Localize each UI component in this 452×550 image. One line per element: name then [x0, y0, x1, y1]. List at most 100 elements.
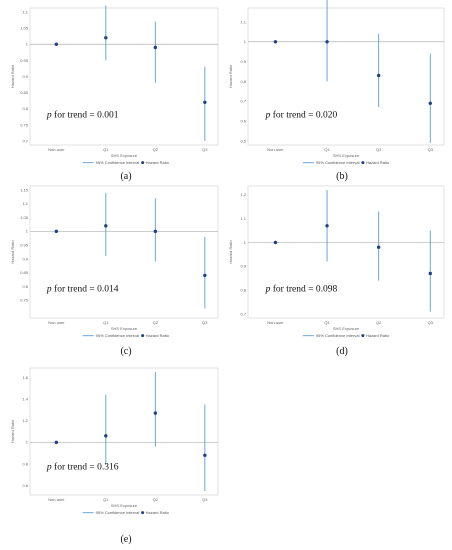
- legend-ci-label: 95% Confidence Interval: [96, 160, 140, 165]
- x-axis-title: SHS Exposure: [333, 153, 360, 158]
- y-tick-label: 0.8: [22, 284, 28, 289]
- hazard-ratio-point: [376, 73, 381, 78]
- hazard-ratio-point: [203, 453, 207, 457]
- y-tick-label: 0.9: [240, 59, 246, 64]
- x-tick-label: Non-user: [48, 320, 65, 325]
- y-tick-label: 0.7: [240, 99, 246, 104]
- hazard-ratio-point: [273, 40, 278, 44]
- y-tick-label: 1.6: [22, 375, 28, 380]
- legend-point-swatch: [141, 511, 145, 515]
- hazard-ratio-point: [273, 240, 278, 245]
- y-tick-label: 0.9: [240, 264, 246, 269]
- y-tick-label: 1: [26, 42, 29, 47]
- x-tick-label: Q1: [103, 147, 109, 152]
- legend-ci-label: 95% Confidence Interval: [316, 333, 360, 338]
- hazard-ratio-point: [104, 36, 108, 40]
- y-tick-label: 1.15: [20, 187, 29, 192]
- chart-panel-e: 0.6 0.8 1 1.2 1.4 1.6 Hazard Ratio Non-user Q1 Q2…: [10, 367, 219, 515]
- hazard-ratio-point: [54, 440, 59, 445]
- plot-frame: [29, 367, 219, 496]
- p-trend-annotation: p for trend = 0.316: [46, 462, 119, 473]
- p-symbol: p: [46, 463, 52, 473]
- hazard-ratio-point: [104, 434, 108, 438]
- y-tick-label: 0.6: [22, 483, 28, 488]
- x-tick-label: Q2: [153, 320, 159, 325]
- hazard-ratio-point: [376, 245, 381, 249]
- x-tick-label: Q1: [324, 320, 330, 325]
- x-tick-label: Q3: [202, 147, 208, 152]
- y-tick-label: 0.85: [20, 90, 29, 95]
- p-trend-annotation: p for trend = 0.014: [46, 284, 119, 295]
- y-tick-label: 0.8: [22, 106, 28, 111]
- y-tick-label: 0.6: [240, 119, 246, 124]
- y-tick-label: 0.8: [240, 288, 246, 293]
- y-axis-title: Hazard Ratio: [228, 64, 233, 88]
- y-tick-label: 1: [26, 229, 29, 234]
- legend-point-swatch: [141, 161, 145, 165]
- y-axis-title: Hazard Ratio: [228, 240, 233, 264]
- hazard-ratio-point: [428, 271, 432, 276]
- p-trend-annotation: p for trend = 0.020: [265, 110, 338, 121]
- y-tick-label: 0.5: [240, 138, 246, 143]
- x-axis-title: SHS Exposure: [333, 326, 360, 331]
- x-tick-label: Non-user: [267, 320, 284, 325]
- hazard-ratio-point: [428, 101, 432, 105]
- y-tick-label: 0.8: [240, 79, 246, 84]
- y-axis-title: Hazard Ratio: [10, 64, 15, 88]
- x-tick-label: Q1: [103, 497, 109, 502]
- y-tick-label: 1: [244, 39, 247, 44]
- p-symbol: p: [46, 285, 52, 295]
- chart-panel-c: 0.75 0.8 0.85 0.9 0.95 1 1.05 1.1 1.15 Hazard Rat…: [10, 185, 219, 338]
- x-tick-label: Q3: [428, 147, 434, 152]
- y-tick-label: 1: [244, 240, 247, 245]
- x-axis-title: SHS Exposure: [111, 153, 138, 158]
- hazard-ratio-point: [325, 40, 329, 44]
- y-tick-label: 1.1: [240, 216, 246, 221]
- panel-caption: (c): [120, 346, 131, 357]
- hazard-ratio-point: [54, 42, 59, 46]
- x-tick-label: Non-user: [267, 147, 284, 152]
- y-tick-label: 0.9: [22, 74, 28, 79]
- p-symbol: p: [46, 111, 52, 121]
- y-tick-label: 1: [26, 440, 29, 445]
- y-tick-label: 1.1: [22, 9, 28, 14]
- x-tick-label: Non-user: [48, 147, 65, 152]
- p-symbol: p: [265, 111, 271, 121]
- x-tick-label: Q2: [376, 320, 382, 325]
- y-tick-label: 1.2: [22, 418, 28, 423]
- y-tick-label: 1.05: [20, 26, 29, 31]
- legend-point-label: Hazard Ratio: [366, 333, 390, 338]
- legend-ci-label: 95% Confidence Interval: [316, 160, 360, 165]
- y-tick-label: 0.7: [22, 138, 28, 143]
- y-tick-label: 1.1: [22, 201, 28, 206]
- x-tick-label: Q2: [153, 497, 159, 502]
- p-trend-annotation: p for trend = 0.001: [46, 110, 119, 121]
- y-tick-label: 0.9: [22, 256, 28, 261]
- y-tick-label: 1.2: [240, 192, 246, 197]
- hazard-ratio-point: [203, 100, 207, 105]
- x-tick-label: Q2: [153, 147, 159, 152]
- x-axis-title: SHS Exposure: [111, 503, 138, 508]
- x-tick-label: Q1: [103, 320, 109, 325]
- x-tick-label: Q3: [202, 320, 208, 325]
- p-trend-text: for trend = 0.001: [52, 110, 119, 121]
- x-tick-label: Q3: [202, 497, 208, 502]
- panel-caption: (a): [120, 171, 131, 182]
- plot-frame: [247, 7, 445, 146]
- p-trend-text: for trend = 0.098: [270, 284, 337, 295]
- panel-caption: (b): [336, 171, 348, 182]
- hazard-ratio-point: [153, 45, 158, 50]
- chart-panel-b: 0.5 0.6 0.7 0.8 0.9 1 1.1 Hazard Ratio Non-user Q…: [228, 0, 445, 165]
- legend-point-swatch: [141, 334, 145, 338]
- hazard-ratio-point: [54, 229, 59, 234]
- p-symbol: p: [265, 285, 271, 295]
- panel-caption: (d): [336, 346, 348, 357]
- legend-point-label: Hazard Ratio: [146, 333, 170, 338]
- x-axis-title: SHS Exposure: [111, 326, 138, 331]
- y-tick-label: 0.75: [20, 122, 29, 127]
- y-tick-label: 0.95: [20, 243, 29, 248]
- x-tick-label: Q2: [376, 147, 382, 152]
- legend-point-swatch: [361, 161, 365, 165]
